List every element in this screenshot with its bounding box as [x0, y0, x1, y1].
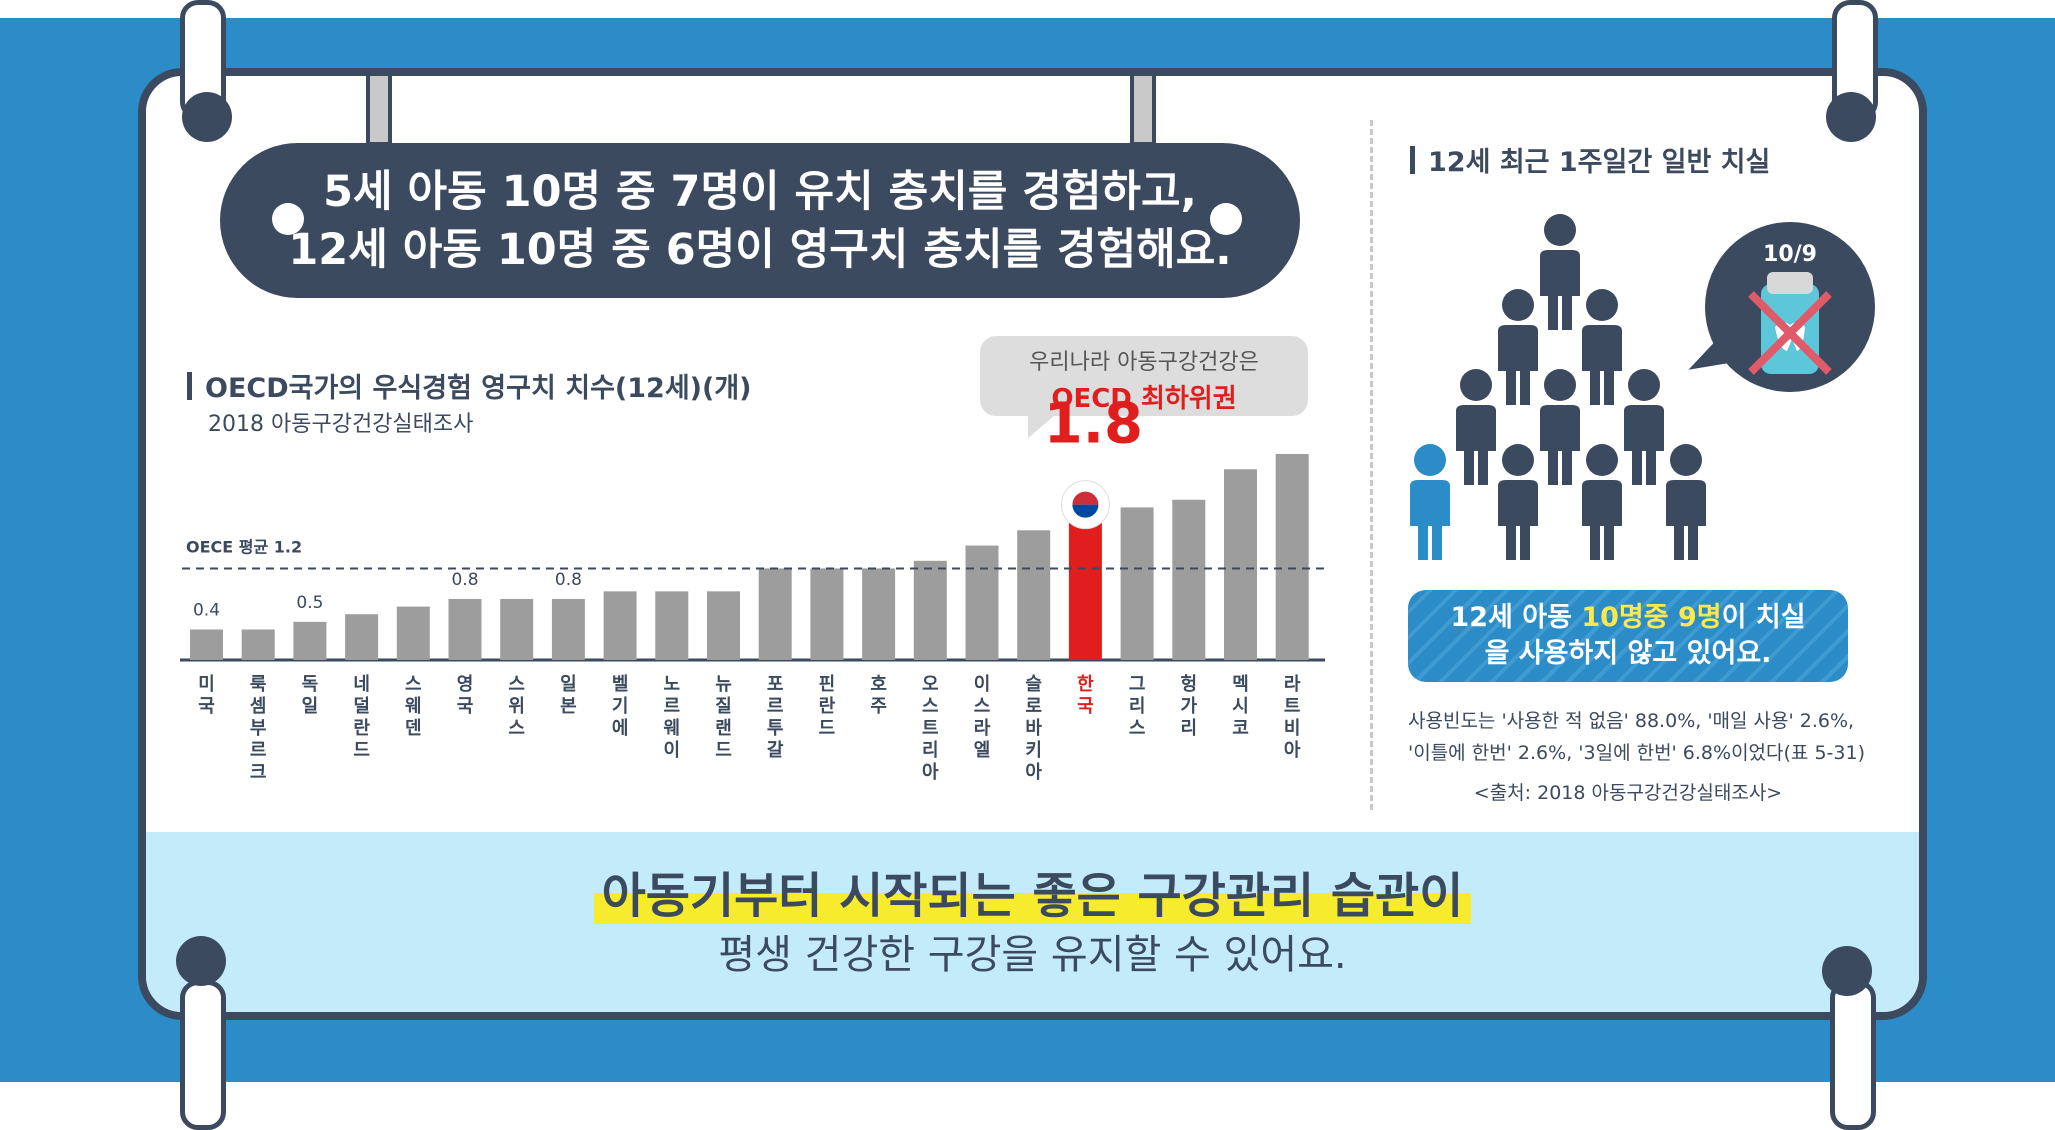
- hanger-right: [1130, 76, 1156, 146]
- bottom-left-pole: [180, 980, 226, 1130]
- footer-line-2: 평생 건강한 구강을 유지할 수 있어요.: [718, 932, 1347, 978]
- floss-crossed-icon: [1748, 272, 1832, 375]
- floss-stat-line-2: 을 사용하지 않고 있어요.: [1484, 638, 1772, 669]
- headline-line-1: 5세 아동 10명 중 7명이 유치 충치를 경험하고,: [323, 166, 1197, 217]
- person-icon-4: [1540, 369, 1580, 485]
- floss-stat-line-1: 12세 아동 10명중 9명이 치실: [1408, 600, 1848, 636]
- floss-stat-pre: 12세 아동: [1450, 602, 1582, 633]
- person-icon-7: [1498, 444, 1538, 560]
- floss-speech-bubble: 10/9: [1705, 222, 1875, 392]
- corner-dot-bottom-right: [1822, 946, 1872, 996]
- bubble-fraction: 10/9: [1763, 242, 1817, 267]
- usage-note: 사용빈도는 '사용한 적 없음' 88.0%, '매일 사용' 2.6%, '이…: [1408, 705, 1868, 769]
- corner-dot-top-left: [182, 92, 232, 142]
- footer-line-1: 아동기부터 시작되는 좋은 구강관리 습관이: [138, 856, 1927, 926]
- floss-stat-box: 12세 아동 10명중 9명이 치실 을 사용하지 않고 있어요.: [1408, 590, 1848, 682]
- callout-bubble: 우리나라 아동구강건강은 OECD 최하위권: [980, 336, 1308, 438]
- person-icon-8: [1582, 444, 1622, 560]
- floss-stat-highlight: 10명중 9명: [1581, 602, 1722, 633]
- floss-stat-post: 이 치실: [1721, 602, 1806, 633]
- banner-dot-left: [272, 203, 304, 235]
- person-icon-3: [1456, 369, 1496, 485]
- hanger-left: [366, 76, 392, 146]
- usage-note-line-1: 사용빈도는 '사용한 적 없음' 88.0%, '매일 사용' 2.6%,: [1408, 710, 1855, 732]
- headline-text: 5세 아동 10명 중 7명이 유치 충치를 경험하고, 12세 아동 10명 …: [288, 163, 1231, 279]
- callout-line-1: 우리나라 아동구강건강은: [1029, 350, 1259, 375]
- person-icon-5: [1624, 369, 1664, 485]
- person-icon-0: [1540, 214, 1580, 330]
- person-icon-1: [1498, 289, 1538, 405]
- right-section-title: 12세 최근 1주일간 일반 치실: [1409, 140, 1770, 179]
- headline-banner: 5세 아동 10명 중 7명이 유치 충치를 경험하고, 12세 아동 10명 …: [220, 143, 1300, 298]
- banner-dot-right: [1210, 203, 1242, 235]
- chart-subtitle: 2018 아동구강건강실태조사: [208, 412, 474, 437]
- chart-title: OECD국가의 우식경험 영구치 치수(12세)(개): [187, 366, 752, 405]
- person-icon-2: [1582, 289, 1622, 405]
- callout-line-2: OECD 최하위권: [1051, 384, 1237, 414]
- person-icon-6: [1410, 444, 1450, 560]
- section-divider: [1370, 120, 1373, 810]
- person-icon-9: [1666, 444, 1706, 560]
- bottom-right-pole: [1830, 980, 1876, 1130]
- corner-dot-bottom-left: [176, 936, 226, 986]
- footer-highlight: 아동기부터 시작되는 좋은 구강관리 습관이: [593, 868, 1472, 924]
- usage-note-line-2: '이틀에 한번' 2.6%, '3일에 한번' 6.8%이었다(표 5-31): [1408, 742, 1865, 764]
- corner-dot-top-right: [1826, 92, 1876, 142]
- people-pictogram: [1410, 214, 1706, 560]
- source-note: <출처: 2018 아동구강건강실태조사>: [1473, 782, 1783, 804]
- headline-line-2: 12세 아동 10명 중 6명이 영구치 충치를 경험해요.: [288, 224, 1232, 275]
